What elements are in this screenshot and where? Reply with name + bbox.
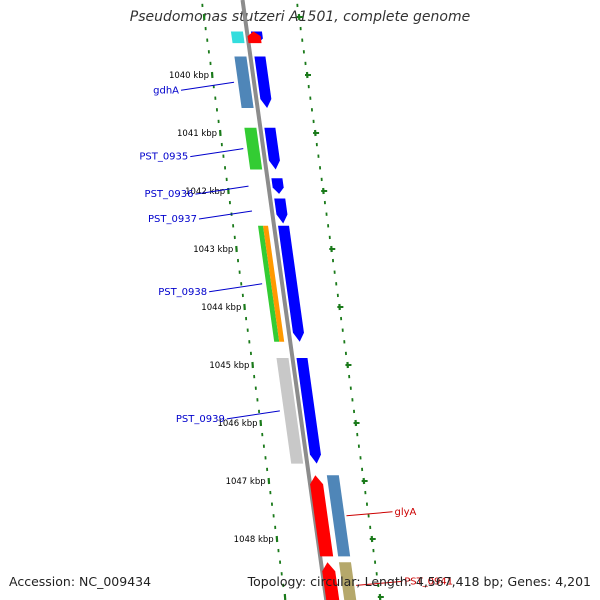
label-layer: gdhA PST_0935 PST_0936 PST_0937 PST_0938 PST_… — [139, 81, 453, 587]
tick-label: 1047 kbp — [226, 477, 266, 487]
tick-label: 1046 kbp — [217, 419, 257, 429]
cds-reverse-arrow — [247, 31, 262, 44]
tick-label: 1040 kbp — [169, 71, 209, 81]
backbone-layer — [240, 0, 329, 600]
gene-label: glyA — [394, 507, 416, 518]
gene-label: PST_0941 — [404, 576, 453, 587]
cog-bar — [258, 225, 280, 342]
leader-line — [209, 283, 263, 293]
gene-label: PST_0939 — [176, 414, 225, 425]
cog-bar — [234, 56, 254, 109]
leader-line — [180, 81, 235, 91]
leader-line — [226, 410, 280, 420]
gene-label: PST_0935 — [139, 152, 188, 163]
gene-label: PST_0936 — [145, 189, 194, 200]
genome-summary-text: Topology: circular; Length: 4,567,418 bp… — [247, 574, 591, 589]
tick-label: 1045 kbp — [209, 361, 249, 371]
cog-bar — [338, 562, 357, 600]
leader-line — [195, 185, 249, 195]
cds-forward-arrow — [271, 178, 284, 194]
cds-forward-arrow — [274, 198, 288, 224]
cog-bar-secondary — [263, 225, 285, 342]
leader-line — [346, 511, 393, 517]
gene-layer — [230, 31, 357, 600]
tick-label: 1044 kbp — [201, 303, 241, 313]
gene-label: gdhA — [153, 85, 179, 96]
cds-forward-arrow — [264, 127, 280, 170]
accession-text: Accession: NC_009434 — [9, 574, 152, 589]
cds-reverse-arrow — [322, 562, 340, 600]
cog-bar — [244, 127, 263, 170]
tick-label: 1041 kbp — [177, 129, 217, 139]
tick-layer: 1040 kbp 1041 kbp 1042 kbp 1043 kbp 1044 kbp… — [169, 3, 384, 600]
cds-forward-arrow — [254, 56, 272, 109]
leader-line — [198, 210, 253, 220]
gene-label: PST_0938 — [158, 287, 207, 298]
backbone-line — [240, 0, 329, 600]
tick-label: 1042 kbp — [185, 187, 225, 197]
cds-reverse-arrow — [310, 475, 334, 557]
gene-label: PST_0937 — [148, 214, 197, 225]
cds-forward-arrow — [296, 358, 321, 464]
leader-line — [190, 148, 244, 158]
cog-bar — [276, 358, 304, 464]
tick-label: 1043 kbp — [193, 245, 233, 255]
leader-line — [356, 580, 403, 586]
cog-bar — [326, 475, 351, 557]
cds-forward-arrow — [278, 225, 304, 342]
cog-bar — [230, 31, 245, 44]
tick-label: 1048 kbp — [234, 535, 274, 545]
